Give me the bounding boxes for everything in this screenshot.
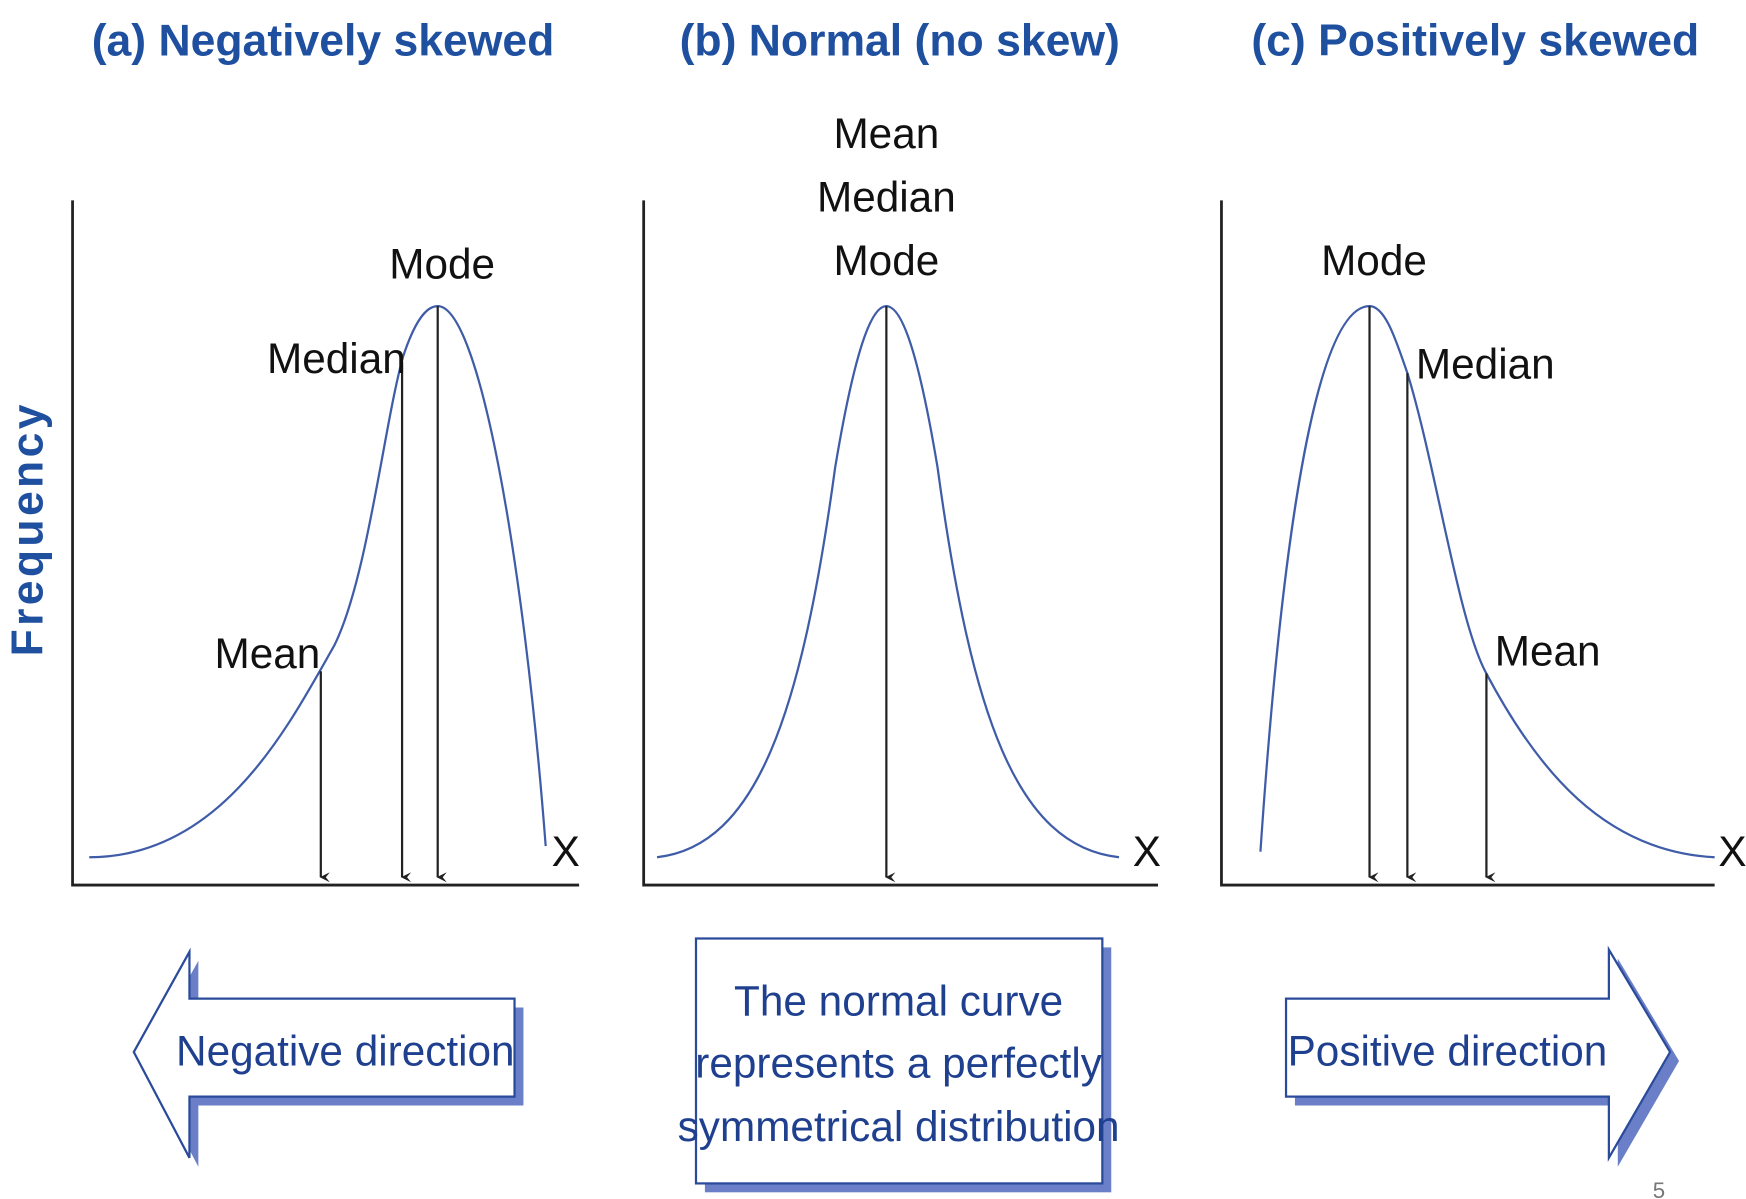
caption: represents a perfectly	[695, 1040, 1103, 1087]
axes	[71, 200, 580, 887]
marker-label: Median	[817, 174, 956, 221]
caption-box	[694, 937, 1104, 1185]
caption: Positive direction	[1288, 1027, 1608, 1074]
direction-arrow	[1284, 945, 1672, 1162]
direction-arrow	[132, 947, 516, 1159]
caption: Negative direction	[176, 1027, 515, 1074]
marker-label: Mode	[389, 240, 495, 287]
panel-title: (a) Negatively skewed	[92, 17, 555, 66]
caption: The normal curve	[734, 977, 1063, 1024]
marker-label: Mode	[1321, 237, 1427, 284]
caption: symmetrical distribution	[678, 1103, 1120, 1150]
x-label: X	[552, 828, 580, 875]
curve	[656, 305, 1120, 859]
x-label: X	[1718, 828, 1746, 875]
panel-title: (c) Positively skewed	[1251, 17, 1699, 66]
marker-label: Median	[1416, 341, 1555, 388]
axes	[642, 200, 1158, 887]
curve	[89, 305, 547, 859]
x-label: X	[1133, 828, 1161, 875]
marker-label: Median	[267, 335, 406, 382]
y-axis-label: Frequency	[3, 401, 52, 656]
panel-title: (b) Normal (no skew)	[680, 17, 1120, 66]
marker-label: Mean	[214, 630, 320, 677]
marker-label: Mean	[833, 110, 939, 157]
marker-label: Mode	[833, 237, 939, 284]
axes	[1220, 200, 1715, 887]
page-number: 5	[1653, 1178, 1665, 1199]
marker-label: Mean	[1495, 628, 1601, 675]
